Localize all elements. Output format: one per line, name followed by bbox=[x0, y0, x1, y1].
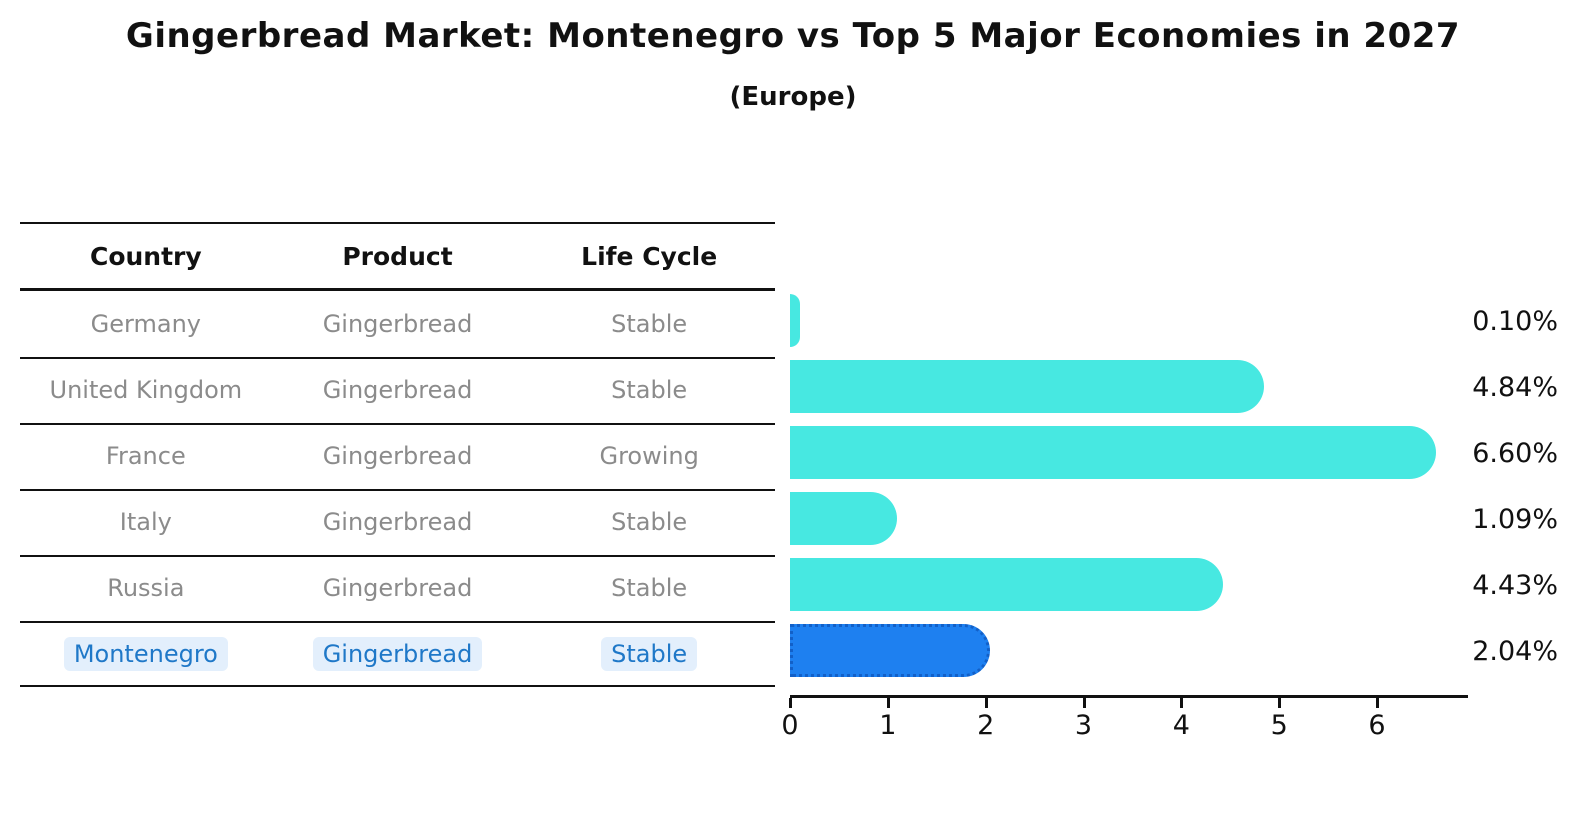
x-tick-mark-4 bbox=[1180, 698, 1184, 708]
x-tick-mark-3 bbox=[1082, 698, 1086, 708]
cell-country-text: United Kingdom bbox=[49, 376, 243, 404]
bar-row-united-kingdom bbox=[790, 354, 1468, 420]
cell-life-cycle: Growing bbox=[523, 423, 775, 489]
cell-life-cycle-text: Stable bbox=[601, 637, 698, 671]
cell-product: Gingerbread bbox=[272, 357, 524, 423]
cell-product: Gingerbread bbox=[272, 291, 524, 357]
value-label-column: 0.10% 4.84% 6.60% 1.09% 4.43% 2.04% bbox=[1448, 288, 1558, 684]
cell-life-cycle-text: Stable bbox=[611, 310, 688, 338]
bar-row-russia bbox=[790, 552, 1468, 618]
value-label-italy: 1.09% bbox=[1472, 503, 1558, 535]
chart-subtitle: (Europe) bbox=[729, 82, 857, 112]
bar-germany bbox=[790, 294, 800, 347]
table-row-separator bbox=[20, 555, 775, 557]
x-tick-mark-0 bbox=[789, 698, 792, 708]
column-header-life-cycle: Life Cycle bbox=[581, 241, 718, 271]
bar-row-italy bbox=[790, 486, 1468, 552]
highlight-bar-montenegro bbox=[790, 624, 990, 677]
x-tick-label-0: 0 bbox=[781, 710, 799, 741]
value-label-russia: 4.43% bbox=[1472, 569, 1558, 601]
table-row: Italy Gingerbread Stable bbox=[20, 489, 775, 555]
bar-italy bbox=[790, 492, 897, 545]
cell-life-cycle-text: Growing bbox=[599, 442, 699, 470]
bar-france bbox=[790, 426, 1436, 479]
value-label-germany: 0.10% bbox=[1472, 305, 1558, 337]
cell-product-text: Gingerbread bbox=[312, 637, 483, 671]
x-tick-label-5: 5 bbox=[1270, 710, 1288, 741]
cell-country-text: Montenegro bbox=[63, 637, 228, 671]
table-row: Russia Gingerbread Stable bbox=[20, 555, 775, 621]
table-top-border bbox=[20, 222, 775, 224]
x-tick-mark-6 bbox=[1376, 698, 1379, 708]
cell-country: Italy bbox=[20, 489, 272, 555]
x-tick-label-3: 3 bbox=[1074, 710, 1093, 741]
bar-row-germany bbox=[790, 288, 1468, 354]
cell-life-cycle: Stable bbox=[523, 357, 775, 423]
bar-united-kingdom bbox=[790, 360, 1264, 413]
cell-life-cycle-text: Stable bbox=[611, 574, 688, 602]
table-header-separator bbox=[20, 288, 775, 291]
cell-life-cycle: Stable bbox=[523, 621, 775, 687]
table-row-separator bbox=[20, 357, 775, 359]
cell-product-text: Gingerbread bbox=[322, 442, 473, 470]
cell-product-text: Gingerbread bbox=[322, 376, 473, 404]
column-header-product: Product bbox=[342, 241, 453, 271]
cell-country: France bbox=[20, 423, 272, 489]
bar-plot-area bbox=[790, 288, 1468, 684]
cell-country-text: France bbox=[105, 442, 186, 470]
cell-product-text: Gingerbread bbox=[322, 574, 473, 602]
value-label-france: 6.60% bbox=[1472, 437, 1558, 469]
table-row-separator bbox=[20, 685, 775, 687]
cell-country-text: Russia bbox=[107, 574, 185, 602]
table-header-row: Country Product Life Cycle bbox=[20, 224, 775, 288]
table-row: Germany Gingerbread Stable bbox=[20, 291, 775, 357]
cell-life-cycle-text: Stable bbox=[611, 508, 688, 536]
x-tick-mark-5 bbox=[1278, 698, 1282, 708]
cell-country: United Kingdom bbox=[20, 357, 272, 423]
x-tick-label-1: 1 bbox=[879, 710, 897, 741]
x-tick-mark-2 bbox=[984, 698, 988, 708]
cell-product: Gingerbread bbox=[272, 423, 524, 489]
bar-row-france bbox=[790, 420, 1468, 486]
value-label-united-kingdom: 4.84% bbox=[1472, 371, 1558, 403]
cell-life-cycle-text: Stable bbox=[611, 376, 688, 404]
cell-product: Gingerbread bbox=[272, 489, 524, 555]
x-tick-mark-1 bbox=[886, 698, 890, 708]
bar-russia bbox=[790, 558, 1224, 611]
cell-country: Montenegro bbox=[20, 621, 272, 687]
cell-product: Gingerbread bbox=[272, 621, 524, 687]
cell-country-text: Germany bbox=[90, 310, 201, 338]
cell-product-text: Gingerbread bbox=[322, 508, 473, 536]
table-row: France Gingerbread Growing bbox=[20, 423, 775, 489]
x-axis-line bbox=[790, 695, 1468, 698]
x-axis-ticks: 0 1 2 3 4 5 6 bbox=[781, 698, 1468, 748]
table-row-separator bbox=[20, 423, 775, 425]
cell-product-text: Gingerbread bbox=[322, 310, 473, 338]
x-tick-label-2: 2 bbox=[977, 710, 995, 741]
cell-life-cycle: Stable bbox=[523, 555, 775, 621]
table-row: United Kingdom Gingerbread Stable bbox=[20, 357, 775, 423]
x-tick-label-4: 4 bbox=[1172, 710, 1190, 741]
table-row-separator bbox=[20, 489, 775, 491]
value-label-montenegro: 2.04% bbox=[1472, 635, 1558, 667]
table-row-separator bbox=[20, 621, 775, 623]
chart-title: Gingerbread Market: Montenegro vs Top 5 … bbox=[125, 16, 1461, 56]
cell-life-cycle: Stable bbox=[523, 489, 775, 555]
cell-life-cycle: Stable bbox=[523, 291, 775, 357]
column-header-country: Country bbox=[89, 241, 202, 271]
cell-product: Gingerbread bbox=[272, 555, 524, 621]
table-row: Montenegro Gingerbread Stable bbox=[20, 621, 775, 687]
bar-row-montenegro bbox=[790, 618, 1468, 684]
x-tick-label-6: 6 bbox=[1368, 710, 1386, 741]
cell-country: Germany bbox=[20, 291, 272, 357]
cell-country: Russia bbox=[20, 555, 272, 621]
cell-country-text: Italy bbox=[119, 508, 172, 536]
